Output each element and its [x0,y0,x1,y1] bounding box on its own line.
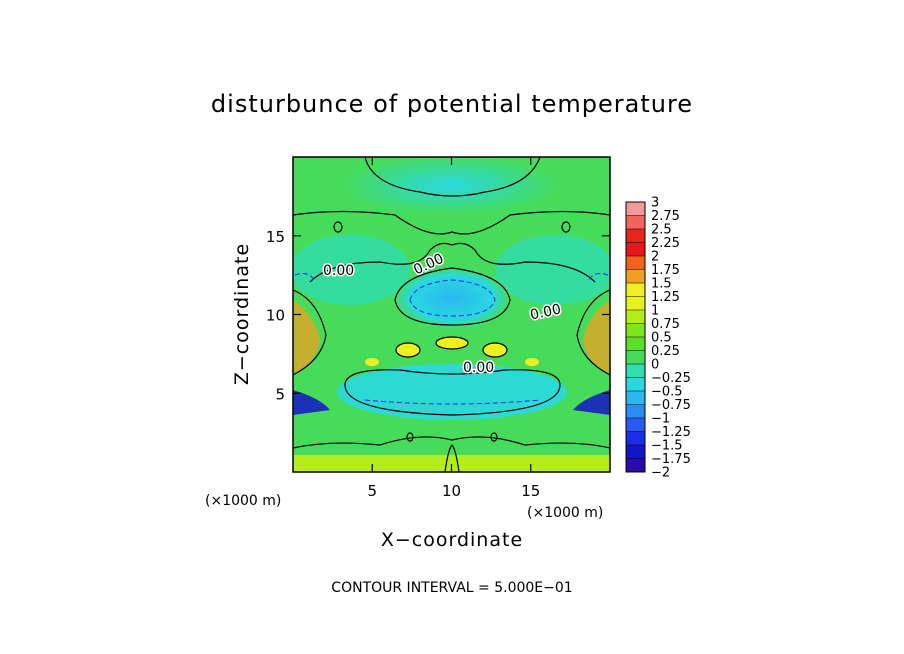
x-unit-left: (×1000 m) [205,493,281,509]
x-axis-label: X−coordinate [381,529,523,551]
colorbar-label: 1.25 [651,290,680,305]
colorbar-swatch [626,377,645,392]
field-blob-small-left [365,358,379,366]
field-side-left-lower [293,390,330,415]
colorbar-label: 0.5 [651,331,672,346]
y-tick-label: 15 [266,228,285,246]
chart-title: disturbunce of potential temperature [211,90,693,118]
heatmap-field [293,157,610,472]
contour-blob-center [435,336,469,350]
colorbar-swatch [626,337,645,351]
contour-interval-note: CONTOUR INTERVAL = 5.000E−01 [331,580,572,596]
colorbar-label: −1.75 [651,452,691,467]
field-region-right-wing [495,235,610,305]
contour-blob-left [395,342,421,358]
colorbar-swatch [626,458,645,473]
y-axis-label: Z−coordinate [231,243,253,385]
contour-bottom-spike [444,444,460,472]
colorbar-label: 1.5 [651,277,672,292]
colorbar-swatch [626,323,645,338]
colorbar-label: 1.75 [651,263,680,278]
colorbar-swatch [626,242,645,257]
colorbar-label: −0.5 [651,385,683,400]
colorbar-swatch [626,431,645,446]
contour-neg-right [587,273,609,283]
colorbar-swatch [626,229,645,243]
colorbar-swatch [626,215,645,230]
y-tick-label: 5 [275,385,285,403]
contour-small-right [561,221,571,233]
contour-neg-lower [364,399,541,405]
contour-lines [293,157,610,472]
field-region-center-core [392,266,512,330]
colorbar-label: 2.5 [651,223,672,238]
field-region-left-wing [293,235,410,305]
colorbar-swatch [626,256,645,270]
field-region-top-cyan [340,157,560,215]
colorbar-label: 2 [651,250,659,265]
colorbar-swatch [626,364,645,378]
contour-label: 0.00 [463,360,494,376]
contour-lines-negative [294,273,609,405]
colorbar-label: −0.75 [651,398,691,413]
field-side-right-lower [573,390,610,415]
colorbar-swatch [626,296,645,311]
contour-small-left [333,221,343,233]
colorbar-swatch [626,310,645,324]
colorbar-label: −2 [651,466,670,481]
x-unit-right: (×1000 m) [527,505,603,521]
colorbar-swatch [626,391,645,405]
colorbar-swatch [626,269,645,284]
colorbar-label: 0.25 [651,344,680,359]
contour-mid-left [309,242,596,283]
contour-upper-band [293,210,610,235]
contour-right-side [576,289,610,376]
colorbar-label: 0 [651,358,659,373]
colorbar-swatch [626,202,645,216]
contour-center-core [394,267,511,326]
colorbar-swatch [626,418,645,432]
contour-dot-right [490,432,498,442]
field-blob-center [436,337,468,349]
field-side-right-upper [583,300,610,372]
contour-top [364,157,541,197]
colorbar-label: −1.5 [651,439,683,454]
colorbar-swatch [626,283,645,297]
colorbar-label: −1.25 [651,425,691,440]
contour-bottom [293,436,610,449]
colorbar-swatch [626,350,645,365]
contour-neg-left [294,273,316,283]
contour-neg-core [409,279,496,317]
contour-label: 0.00 [323,263,354,279]
colorbar-label: −0.25 [651,371,691,386]
x-tick-label: 5 [367,482,377,500]
field-blob-left [396,343,420,357]
field-side-left-upper [293,300,320,372]
contour-dot-left [406,432,414,442]
field-blob-small-right [525,358,539,366]
x-axis: 5 10 15 [367,157,540,500]
colorbar-label: 2.75 [651,209,680,224]
y-axis: 5 10 15 [266,228,610,403]
colorbar-label: 0.75 [651,317,680,332]
field-region-lower-band [337,364,567,420]
colorbar: 32.752.52.2521.751.51.2510.750.50.250−0.… [625,196,691,481]
contour-left-side [293,289,327,376]
x-tick-label: 15 [521,482,540,500]
y-tick-label: 10 [266,307,285,325]
field-blob-right [483,343,507,357]
colorbar-label: 3 [651,196,659,211]
x-tick-label: 10 [442,482,461,500]
colorbar-label: 2.25 [651,236,680,251]
colorbar-label: 1 [651,304,659,319]
contour-blob-right [482,342,508,358]
contour-lower-band [344,369,561,416]
colorbar-swatch [626,404,645,419]
colorbar-label: −1 [651,412,670,427]
colorbar-swatch [626,445,645,459]
